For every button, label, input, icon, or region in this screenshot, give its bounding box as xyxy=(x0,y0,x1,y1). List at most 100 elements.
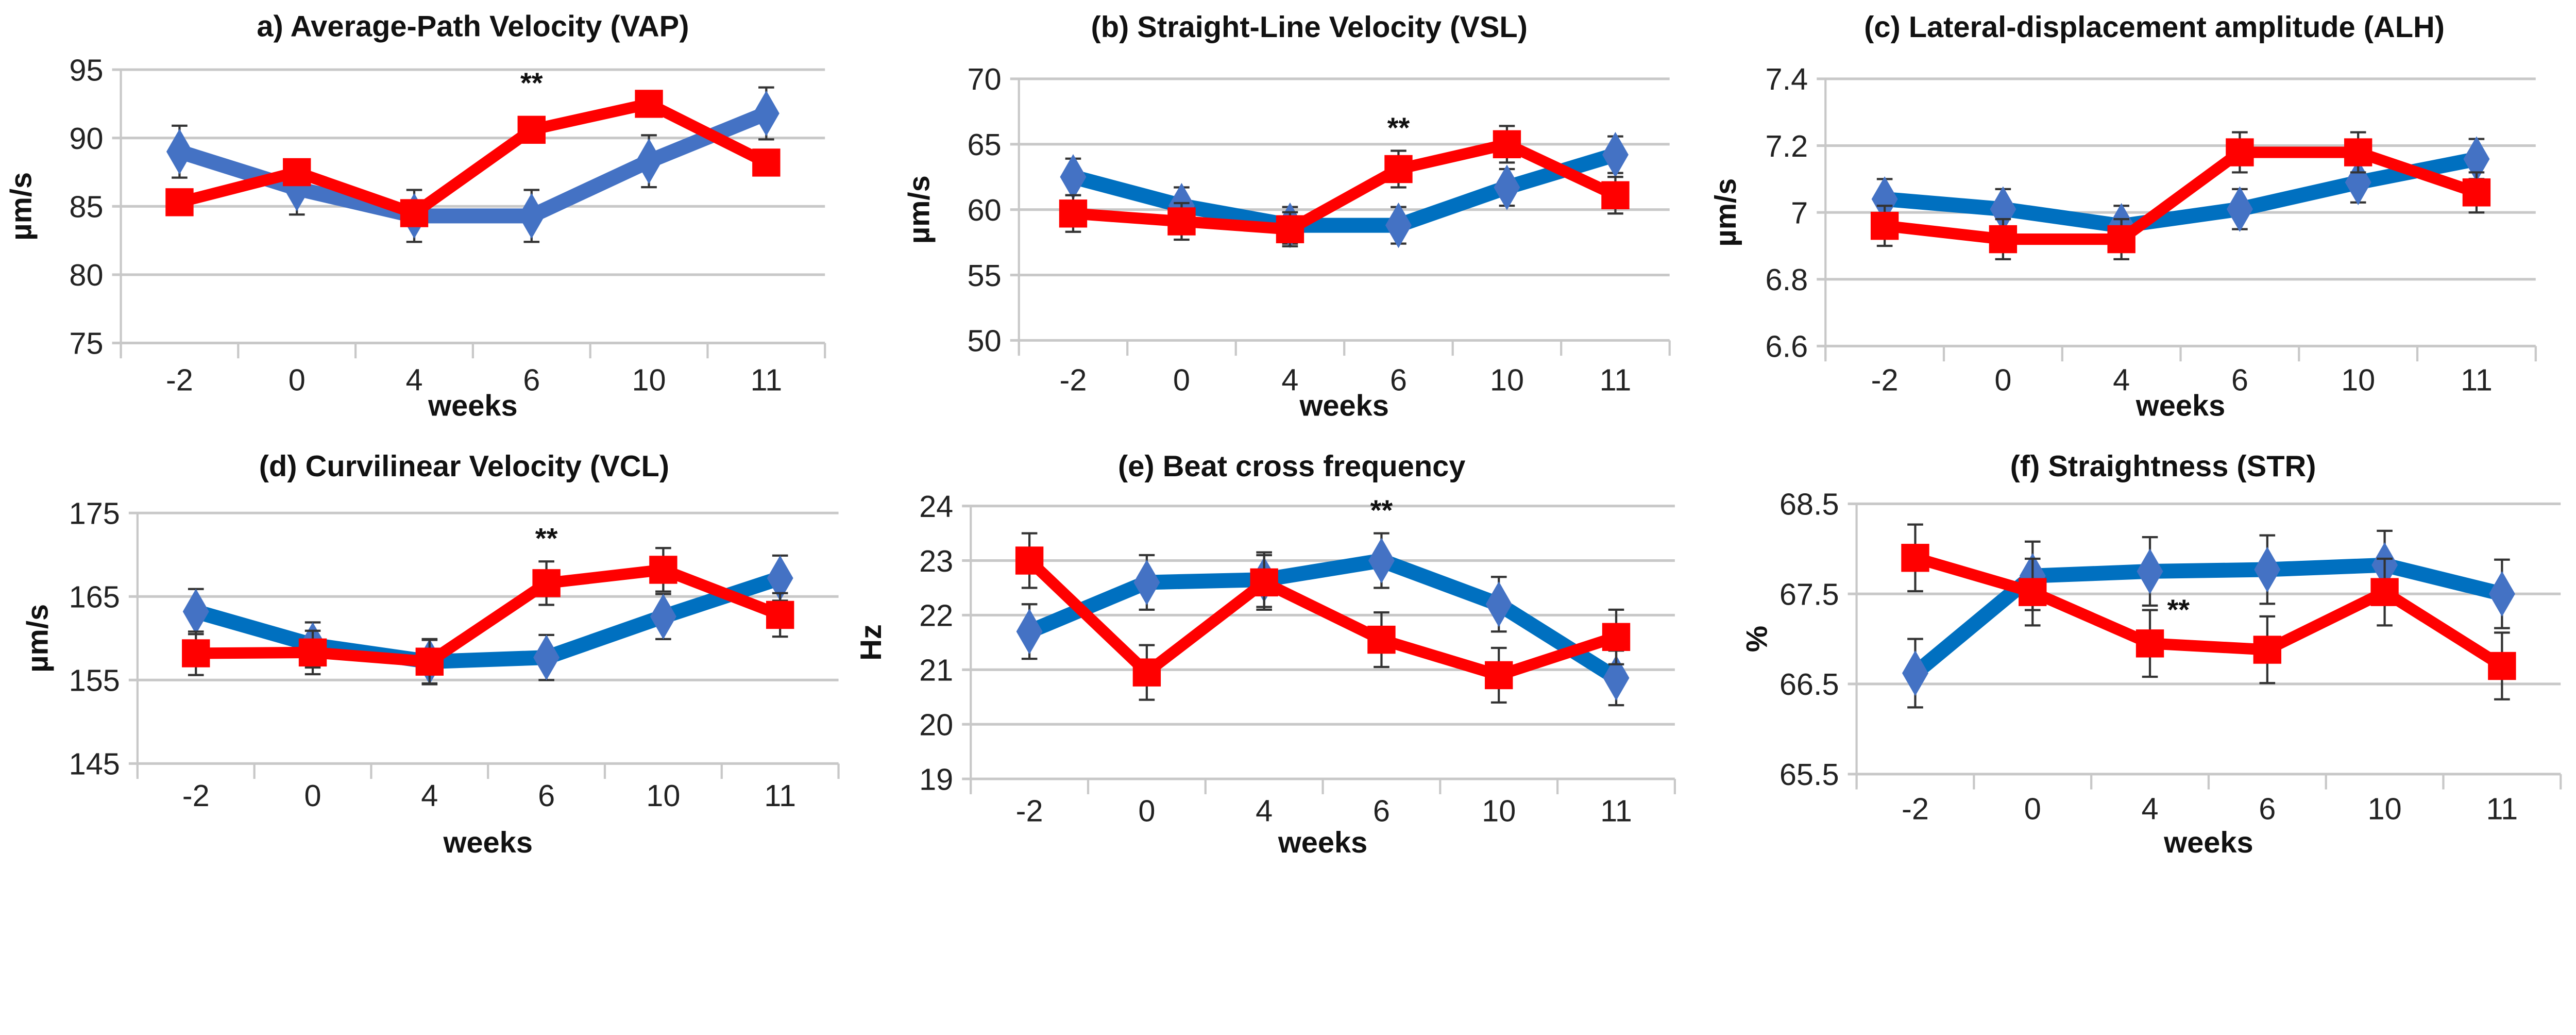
x-axis-label: weeks xyxy=(1278,826,1368,859)
x-tick-label: 10 xyxy=(2341,362,2375,397)
y-tick-label: 90 xyxy=(69,121,103,156)
chart-panel-f: (f) Straightness (STR) 65.5 66.5 67.5 68.5 -2… xyxy=(1740,450,2562,859)
x-tick-label: 0 xyxy=(289,362,306,397)
data-point-square xyxy=(1601,181,1630,209)
series-red xyxy=(1901,523,2516,700)
chart-title: (e) Beat cross frequency xyxy=(1118,450,1465,483)
y-tick-label: 65 xyxy=(968,127,1002,162)
series-red xyxy=(1870,131,2491,261)
data-point-square xyxy=(766,600,794,629)
data-point-square xyxy=(2253,636,2282,664)
data-point-square xyxy=(400,199,429,227)
chart-panel-e: (e) Beat cross frequency 19 20 21 22 23 24 -2 0 4… xyxy=(855,450,1676,859)
data-point-diamond xyxy=(166,129,193,175)
x-tick-label: 4 xyxy=(2141,791,2158,826)
y-tick-label: 80 xyxy=(69,258,103,292)
x-tick-label: 11 xyxy=(1600,362,1632,397)
x-tick-label: 10 xyxy=(1482,794,1516,828)
y-tick-label: 19 xyxy=(919,762,953,796)
x-tick-label: 4 xyxy=(1256,794,1273,828)
data-point-square xyxy=(1485,661,1513,690)
data-point-square xyxy=(649,556,677,584)
x-tick-label: 11 xyxy=(1600,794,1632,828)
significance-marker: ** xyxy=(1387,111,1410,144)
x-tick-label: 0 xyxy=(1138,794,1155,828)
y-tick-label: 155 xyxy=(69,663,120,698)
series-line xyxy=(1073,138,1618,235)
data-point-square xyxy=(182,639,210,667)
data-point-diamond xyxy=(1602,131,1629,178)
data-point-diamond xyxy=(636,138,663,184)
x-tick-label: -2 xyxy=(1060,362,1087,397)
y-axis-label: Hz xyxy=(855,624,888,661)
chart-panel-c: (c) Lateral-displacement amplitude (ALH)… xyxy=(1709,11,2537,423)
x-tick-label: -2 xyxy=(1016,794,1043,828)
y-tick-label: 60 xyxy=(968,193,1002,227)
chart-panel-d: (d) Curvilinear Velocity (VCL) 145 155 165 1… xyxy=(22,450,840,859)
data-point-diamond xyxy=(518,193,545,239)
chart-title: (c) Lateral-displacement amplitude (ALH) xyxy=(1864,11,2445,44)
data-point-square xyxy=(1059,199,1088,228)
chart-title: (f) Straightness (STR) xyxy=(2010,450,2316,483)
x-tick-label: 11 xyxy=(764,778,796,813)
x-axis-label: weeks xyxy=(1299,390,1389,423)
y-axis-label: % xyxy=(1740,626,1773,652)
y-tick-label: 145 xyxy=(69,747,120,781)
y-tick-label: 85 xyxy=(69,190,103,224)
y-tick-label: 7.2 xyxy=(1766,129,1808,163)
data-point-diamond xyxy=(650,593,676,640)
data-point-diamond xyxy=(533,635,560,680)
data-point-square xyxy=(1384,155,1413,183)
y-tick-label: 7 xyxy=(1791,195,1808,230)
data-point-square xyxy=(298,638,327,667)
series-line xyxy=(1071,147,1618,233)
y-tick-label: 68.5 xyxy=(1780,487,1839,522)
y-tick-label: 65.5 xyxy=(1780,757,1839,792)
data-point-diamond xyxy=(2463,136,2490,182)
series-line xyxy=(1913,552,2505,671)
series-red xyxy=(165,90,781,227)
chart-title: (b) Straight-Line Velocity (VSL) xyxy=(1091,11,1528,44)
data-point-diamond xyxy=(1871,176,1898,222)
data-point-square xyxy=(1250,568,1278,597)
chart-panel-a: a) Average-Path Velocity (VAP) 75 80 85 90 95… xyxy=(5,10,826,423)
data-point-square xyxy=(2370,578,2399,606)
data-point-diamond xyxy=(2488,571,2515,617)
data-point-diamond xyxy=(2226,186,2253,232)
y-tick-label: 175 xyxy=(69,496,120,530)
y-tick-label: 165 xyxy=(69,580,120,614)
y-tick-label: 67.5 xyxy=(1780,577,1839,611)
data-point-square xyxy=(1276,215,1304,243)
x-tick-label: 6 xyxy=(523,362,540,397)
data-point-square xyxy=(2488,652,2516,680)
y-axis-label: µm/s xyxy=(903,175,936,244)
x-tick-label: 0 xyxy=(1173,362,1190,397)
data-point-diamond xyxy=(2137,548,2163,594)
chart-title: (d) Curvilinear Velocity (VCL) xyxy=(259,450,669,483)
data-point-square xyxy=(517,115,546,144)
data-point-diamond xyxy=(1368,538,1395,583)
x-tick-label: 4 xyxy=(421,778,438,813)
x-tick-label: -2 xyxy=(182,778,210,813)
data-point-diamond xyxy=(1494,164,1520,210)
data-point-square xyxy=(1493,130,1521,159)
y-tick-label: 70 xyxy=(968,62,1002,96)
y-tick-label: 66.5 xyxy=(1780,667,1839,702)
data-point-square xyxy=(2344,138,2372,166)
series-red xyxy=(1015,532,1631,704)
series-blue xyxy=(1060,131,1629,248)
data-point-square xyxy=(1132,658,1161,687)
data-point-diamond xyxy=(1385,202,1412,248)
y-tick-label: 95 xyxy=(69,53,103,87)
data-point-square xyxy=(1989,225,2018,254)
x-tick-label: 0 xyxy=(304,778,321,813)
x-tick-label: 6 xyxy=(1373,794,1390,828)
x-tick-label: 11 xyxy=(2486,791,2518,826)
x-tick-label: 11 xyxy=(2461,362,2493,397)
chart-panel-b: (b) Straight-Line Velocity (VSL)50556065… xyxy=(903,11,1671,423)
data-point-square xyxy=(635,90,663,118)
x-tick-label: 4 xyxy=(2113,362,2130,397)
y-tick-label: 6.6 xyxy=(1766,329,1808,364)
x-tick-label: 10 xyxy=(2367,791,2401,826)
data-point-square xyxy=(1167,207,1196,236)
